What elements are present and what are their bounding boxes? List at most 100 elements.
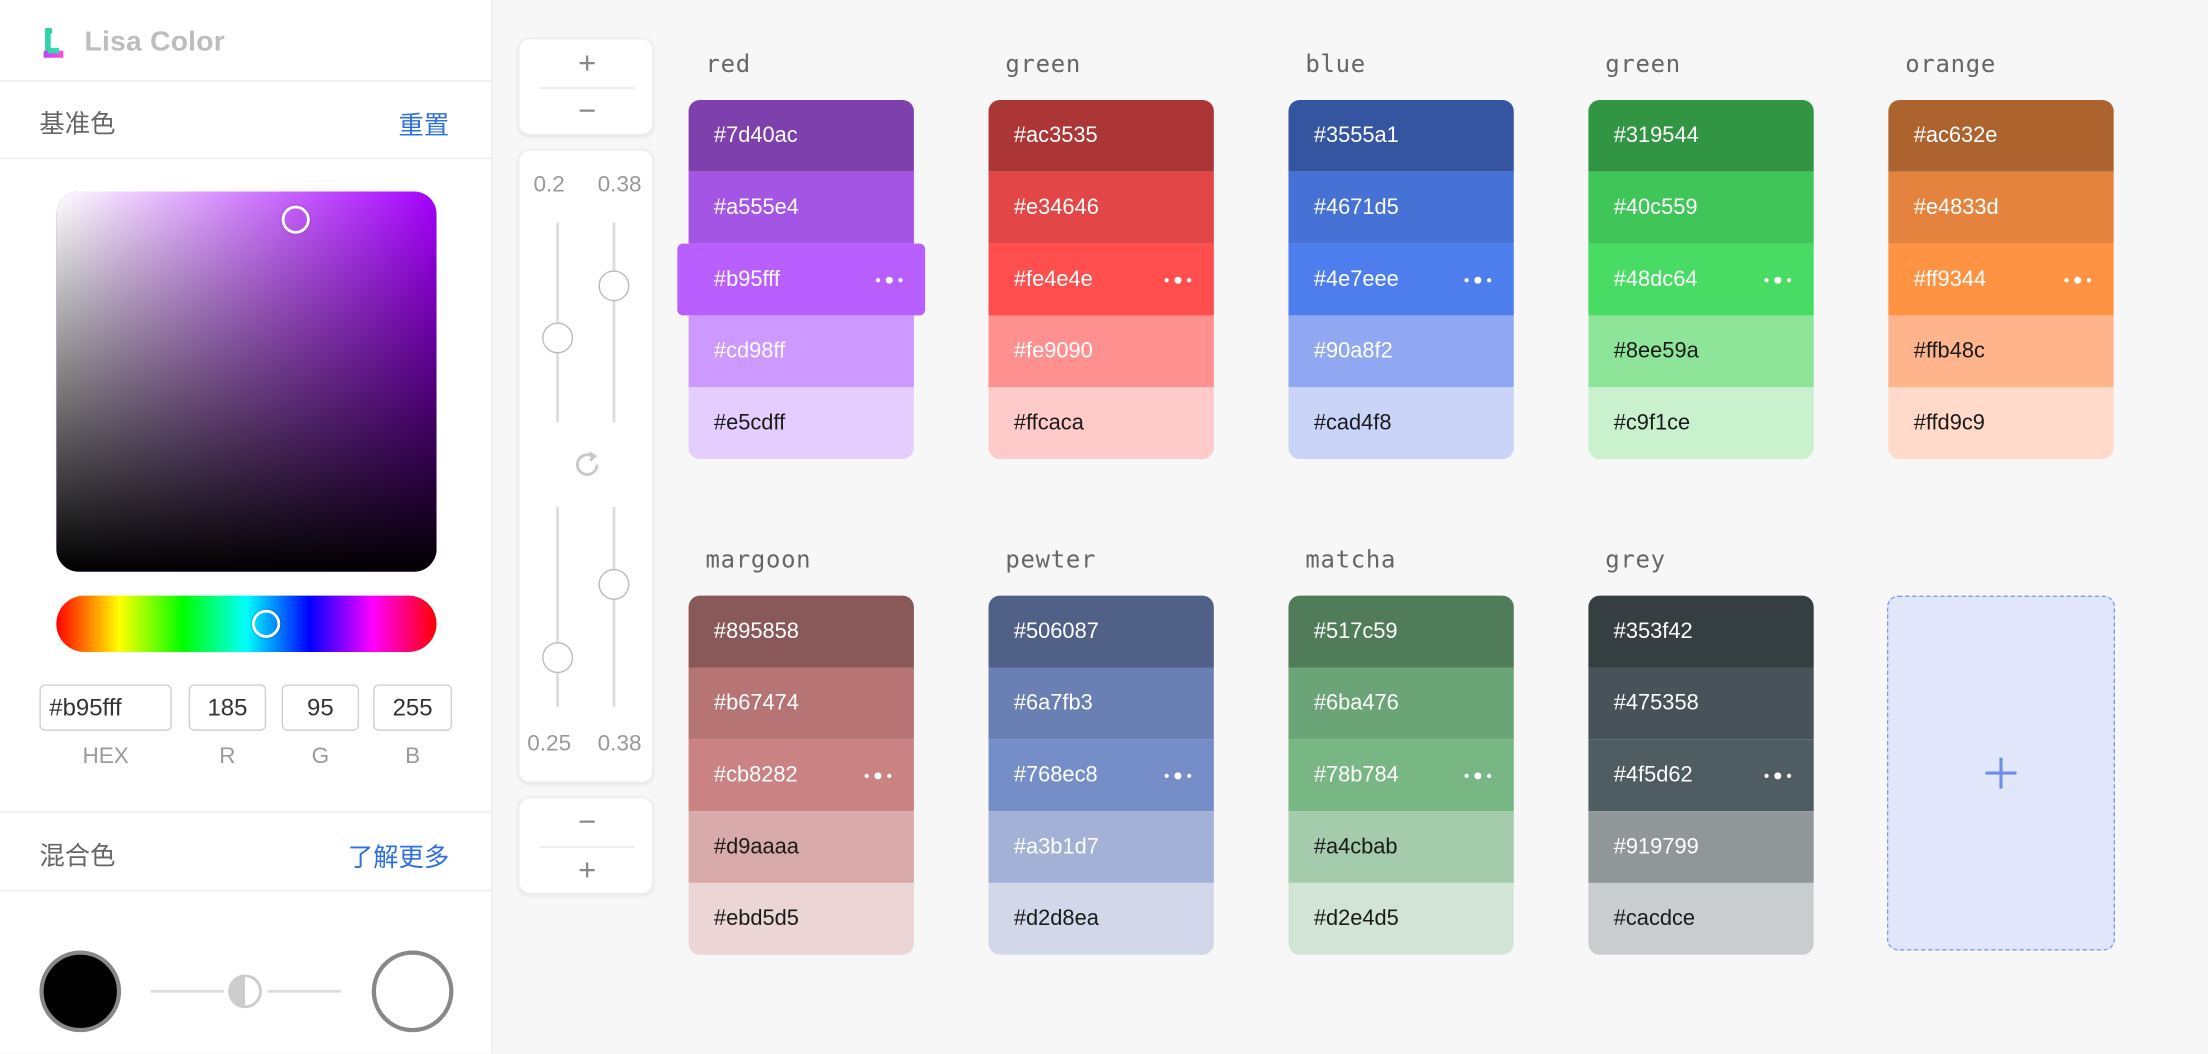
color-swatch[interactable]: #d9aaaa	[688, 811, 914, 883]
color-hex-label: #768ec8	[1013, 762, 1098, 787]
color-swatch[interactable]: #3555a1	[1288, 99, 1514, 172]
refresh-icon[interactable]	[570, 448, 604, 482]
palette-title: margoon	[705, 546, 812, 575]
mix-color-right-swatch[interactable]	[371, 950, 454, 1033]
remove-palette-step-button[interactable]: −	[578, 92, 597, 129]
color-swatch[interactable]: #475358	[1588, 667, 1814, 740]
color-swatch[interactable]: #a4cbab	[1288, 811, 1514, 883]
lower-left-slider-value: 0.25	[527, 732, 572, 757]
color-swatch[interactable]: #c9f1ce	[1588, 387, 1814, 460]
color-swatch[interactable]: #6a7fb3	[988, 667, 1214, 740]
palette-title: pewter	[1005, 546, 1097, 575]
color-hex-label: #3555a1	[1313, 123, 1399, 148]
color-swatch[interactable]: #90a8f2	[1288, 315, 1514, 388]
color-swatch[interactable]: #8ee59a	[1588, 315, 1814, 388]
divider	[0, 811, 493, 813]
color-swatch[interactable]: #d2e4d5	[1288, 882, 1514, 955]
mix-color-left-swatch[interactable]	[39, 950, 122, 1033]
color-hex-label: #7d40ac	[713, 123, 798, 148]
hex-input[interactable]: #b95fff	[39, 684, 172, 731]
more-options-icon[interactable]	[1764, 771, 1792, 779]
more-options-icon[interactable]	[1464, 771, 1492, 779]
color-swatch[interactable]: #d2d8ea	[988, 882, 1214, 955]
learn-more-link[interactable]: 了解更多	[347, 843, 450, 872]
color-swatch[interactable]: #506087	[988, 595, 1214, 668]
more-options-icon[interactable]	[1164, 275, 1192, 284]
color-swatch[interactable]: #40c559	[1588, 171, 1814, 244]
color-swatch[interactable]: #ac3535	[988, 99, 1214, 172]
color-hex-label: #517c59	[1313, 618, 1398, 643]
color-swatch[interactable]: #cacdce	[1588, 882, 1814, 955]
more-options-icon[interactable]	[1764, 275, 1792, 284]
saturation-value-picker[interactable]	[56, 191, 437, 572]
color-hex-label: #fe4e4e	[1013, 266, 1093, 291]
add-shade-button[interactable]: +	[578, 851, 597, 888]
color-swatch[interactable]: #ebd5d5	[688, 882, 914, 955]
upper-left-slider-thumb[interactable]	[542, 322, 574, 354]
color-swatch[interactable]: #cad4f8	[1288, 387, 1514, 460]
count-control-top: + −	[518, 38, 654, 136]
color-swatch[interactable]: #fe4e4e	[988, 243, 1214, 316]
color-swatch[interactable]: #e5cdff	[688, 387, 914, 460]
r-input[interactable]: 185	[188, 684, 267, 731]
color-swatch[interactable]: #48dc64	[1588, 243, 1814, 316]
color-swatch[interactable]: #cb8282	[688, 739, 914, 812]
color-swatch[interactable]: #353f42	[1588, 595, 1814, 668]
color-swatch[interactable]: #e34646	[988, 171, 1214, 244]
palette-green: #ac3535 #e34646 #fe4e4e #fe9090 #ffcaca	[988, 99, 1214, 460]
color-swatch[interactable]: #919799	[1588, 811, 1814, 883]
reset-button[interactable]: 重置	[398, 111, 450, 140]
more-options-icon[interactable]	[2064, 275, 2092, 284]
color-swatch[interactable]: #b95fff	[677, 243, 926, 316]
color-swatch[interactable]: #ffb48c	[1888, 315, 2114, 388]
color-swatch[interactable]: #a3b1d7	[988, 811, 1214, 883]
color-swatch[interactable]: #319544	[1588, 99, 1814, 172]
palette-title: green	[1605, 50, 1681, 79]
add-palette-button[interactable]	[1886, 595, 2116, 951]
color-swatch[interactable]: #895858	[688, 595, 914, 668]
color-swatch[interactable]: #517c59	[1288, 595, 1514, 668]
color-hex-label: #ffd9c9	[1913, 410, 1985, 435]
remove-shade-button[interactable]: −	[578, 804, 597, 840]
add-palette-step-button[interactable]: +	[578, 45, 597, 81]
hue-handle[interactable]	[252, 609, 281, 638]
more-options-icon[interactable]	[864, 771, 892, 779]
b-input[interactable]: 255	[373, 684, 453, 731]
color-swatch[interactable]: #ffd9c9	[1888, 387, 2114, 460]
color-swatch[interactable]: #768ec8	[988, 739, 1214, 812]
color-swatch[interactable]: #e4833d	[1888, 171, 2114, 244]
palette-grey: #353f42 #475358 #4f5d62 #919799 #cacdce	[1588, 595, 1814, 955]
color-swatch[interactable]: #ac632e	[1888, 99, 2114, 172]
color-swatch[interactable]: #6ba476	[1288, 667, 1514, 740]
color-swatch[interactable]: #ff9344	[1888, 243, 2114, 316]
lower-left-slider-thumb[interactable]	[542, 642, 574, 674]
plus-icon	[1985, 757, 2017, 789]
saturation-value-handle[interactable]	[281, 205, 310, 234]
mix-ratio-handle[interactable]	[228, 974, 262, 1009]
color-swatch[interactable]: #7d40ac	[688, 99, 914, 172]
upper-right-slider-thumb[interactable]	[598, 270, 630, 302]
g-input[interactable]: 95	[281, 684, 360, 731]
color-swatch[interactable]: #4671d5	[1288, 171, 1514, 244]
color-hex-label: #ffb48c	[1913, 338, 1985, 363]
color-swatch[interactable]: #ffcaca	[988, 387, 1214, 460]
color-swatch[interactable]: #4e7eee	[1288, 243, 1514, 316]
hue-slider[interactable]	[56, 595, 437, 652]
more-options-icon[interactable]	[875, 275, 903, 284]
more-options-icon[interactable]	[1464, 275, 1492, 284]
count-control-bottom: − +	[518, 797, 654, 895]
color-swatch[interactable]: #a555e4	[688, 171, 914, 244]
color-hex-label: #a555e4	[713, 195, 799, 219]
divider	[539, 87, 636, 89]
color-hex-label: #4e7eee	[1313, 266, 1399, 291]
more-options-icon[interactable]	[1164, 771, 1192, 779]
color-swatch[interactable]: #78b784	[1288, 739, 1514, 812]
color-swatch[interactable]: #b67474	[688, 667, 914, 740]
color-hex-label: #e4833d	[1913, 195, 1999, 219]
color-swatch[interactable]: #cd98ff	[688, 315, 914, 388]
palette-green: #319544 #40c559 #48dc64 #8ee59a #c9f1ce	[1588, 99, 1814, 460]
mix-slider-track-left	[150, 989, 224, 993]
color-swatch[interactable]: #fe9090	[988, 315, 1214, 388]
lower-right-slider-thumb[interactable]	[598, 569, 630, 601]
color-swatch[interactable]: #4f5d62	[1588, 739, 1814, 812]
